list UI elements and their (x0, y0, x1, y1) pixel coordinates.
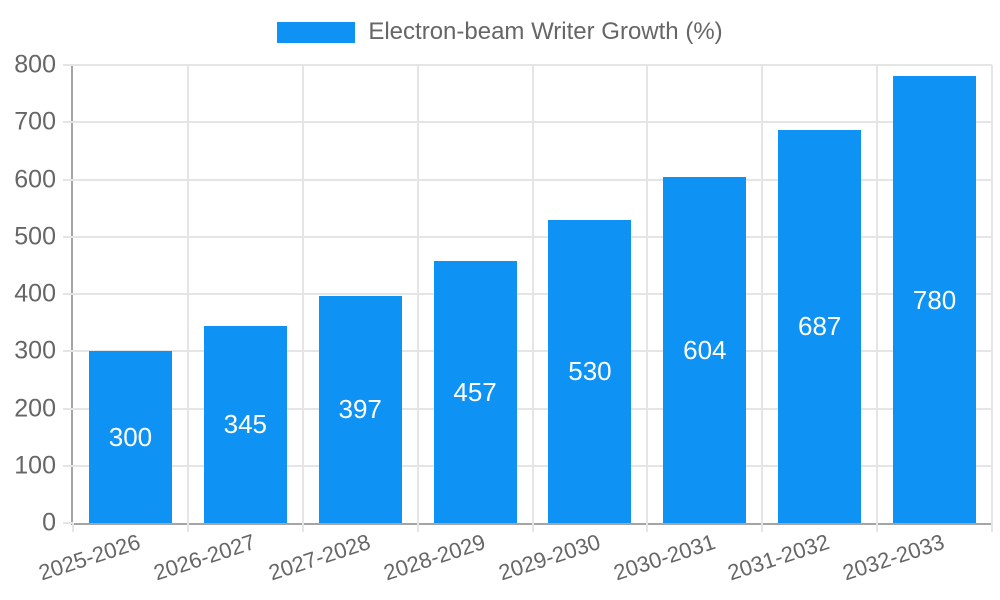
plot-area: 300 345 397 457 530 604 687 780 (71, 64, 993, 525)
x-axis-label: 2027-2028 (265, 529, 374, 586)
y-tick (63, 350, 73, 353)
x-axis-label: 2028-2029 (380, 529, 489, 586)
y-tick (63, 178, 73, 181)
x-tick (531, 523, 534, 532)
x-gridline (416, 65, 419, 523)
y-axis-label: 700 (14, 107, 56, 136)
x-tick (416, 523, 419, 532)
bar[interactable]: 687 (778, 129, 862, 523)
bar-value-label: 687 (797, 311, 842, 342)
x-axis-label: 2031-2032 (725, 529, 833, 586)
bar-value-label: 530 (568, 356, 612, 387)
bar[interactable]: 604 (663, 177, 747, 523)
x-gridline (646, 65, 649, 523)
y-tick (63, 64, 73, 66)
x-axis-label: 2030-2031 (610, 529, 718, 586)
bar[interactable]: 457 (433, 261, 517, 523)
x-gridline (876, 65, 879, 523)
x-gridline (761, 65, 764, 523)
x-axis-label: 2032-2033 (839, 529, 948, 586)
y-axis-label: 600 (14, 165, 56, 193)
bar-value-label: 300 (108, 422, 153, 453)
bar-value-label: 345 (223, 409, 267, 440)
x-axis-label: 2029-2030 (495, 529, 604, 586)
y-axis-label: 400 (14, 279, 56, 308)
x-tick (646, 523, 649, 532)
bar-value-label: 457 (453, 377, 497, 408)
x-tick (72, 523, 74, 532)
y-tick (63, 121, 73, 124)
bar[interactable]: 530 (548, 219, 632, 523)
y-tick (63, 235, 73, 238)
x-tick (876, 523, 879, 532)
x-gridline (531, 65, 534, 523)
x-gridline (301, 65, 304, 523)
bar-value-label: 604 (683, 335, 727, 366)
y-tick (63, 522, 73, 524)
bar[interactable]: 345 (203, 325, 287, 523)
y-axis-label: 200 (14, 394, 56, 422)
y-axis-label: 0 (42, 508, 56, 537)
x-tick (186, 523, 189, 532)
x-tick (761, 523, 764, 532)
x-axis-label: 2025-2026 (35, 529, 144, 586)
bar[interactable]: 780 (893, 76, 977, 523)
legend-swatch-icon (277, 21, 356, 43)
x-gridline (991, 65, 993, 523)
y-tick (63, 293, 73, 295)
y-axis-label: 300 (14, 336, 56, 365)
bar[interactable]: 300 (88, 351, 172, 523)
legend-label: Electron-beam Writer Growth (%) (368, 18, 723, 45)
x-tick (301, 523, 304, 532)
y-axis-label: 100 (14, 451, 56, 480)
x-tick (991, 523, 993, 532)
bar-value-label: 397 (338, 394, 382, 425)
bar[interactable]: 397 (318, 295, 402, 523)
y-tick (63, 407, 73, 410)
bar-value-label: 780 (912, 284, 957, 315)
y-axis-label: 500 (14, 222, 56, 251)
y-axis-label: 800 (14, 50, 56, 79)
legend-item[interactable]: Electron-beam Writer Growth (%) (0, 18, 1000, 46)
y-tick (63, 464, 73, 467)
x-gridline (186, 65, 189, 523)
x-axis-label: 2026-2027 (150, 529, 259, 586)
